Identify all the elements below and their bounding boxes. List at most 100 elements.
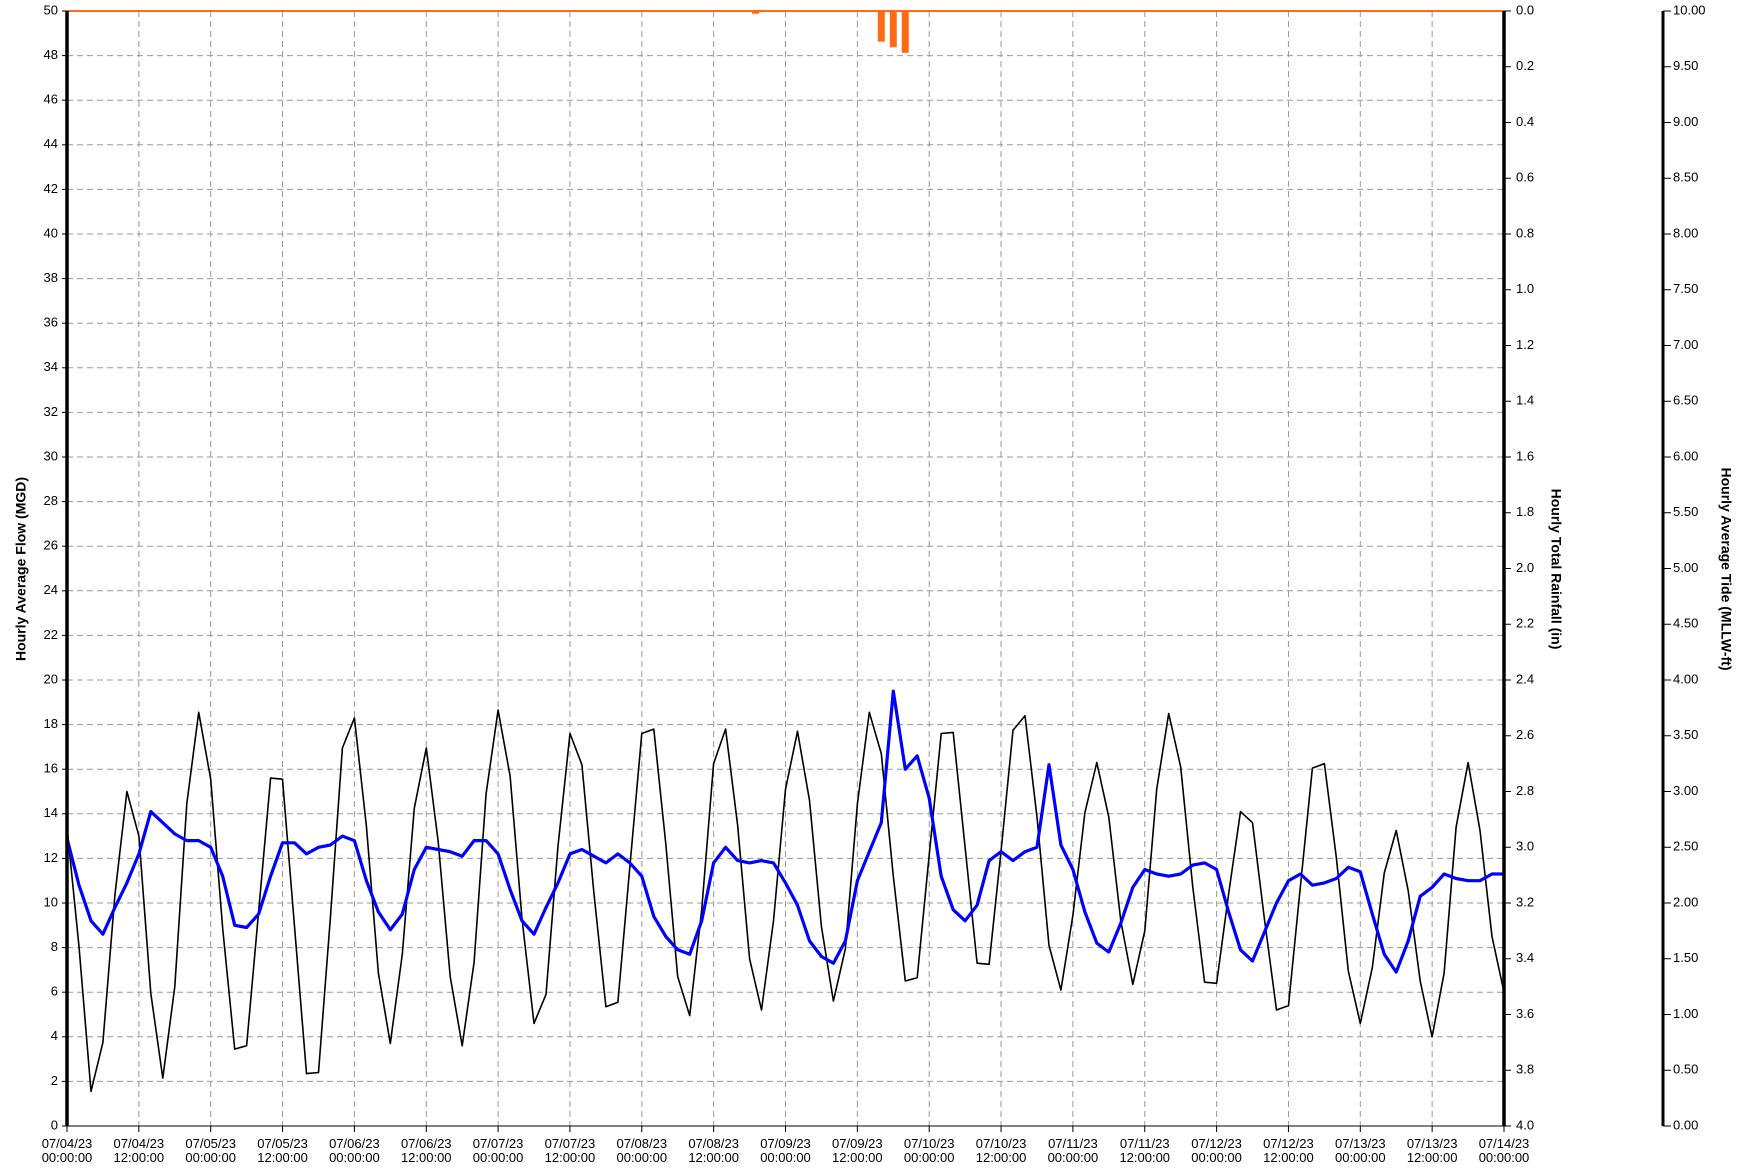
y2-tick-label: 0.4	[1516, 114, 1534, 129]
y-tick-label: 22	[44, 627, 58, 642]
x-tick-label: 07/13/23 12:00:00	[1406, 1136, 1458, 1165]
x-tick-label: 07/10/23 12:00:00	[975, 1136, 1027, 1165]
y-tick-label: 40	[44, 225, 58, 240]
y3-tick-label: 10.00	[1673, 2, 1706, 17]
y3-tick-label: 7.00	[1673, 337, 1698, 352]
y-tick-label: 34	[44, 359, 58, 374]
y3-tick-label: 0.50	[1673, 1062, 1698, 1077]
y-tick-label: 18	[44, 716, 58, 731]
y2-tick-label: 3.0	[1516, 839, 1534, 854]
x-tick-label: 07/11/23 00:00:00	[1047, 1136, 1099, 1165]
y2-tick-label: 1.4	[1516, 393, 1534, 408]
y-tick-label: 48	[44, 47, 58, 62]
y-tick-label: 4	[51, 1028, 58, 1043]
x-tick-label: 07/07/23 12:00:00	[544, 1136, 596, 1165]
x-tick-label: 07/12/23 00:00:00	[1191, 1136, 1242, 1165]
y-tick-label: 12	[44, 850, 58, 865]
x-tick-label: 07/06/23 00:00:00	[329, 1136, 380, 1165]
y2-tick-label: 0.6	[1516, 170, 1534, 185]
y-tick-label: 30	[44, 448, 58, 463]
y3-tick-label: 9.50	[1673, 58, 1698, 73]
x-tick-label: 07/10/23 00:00:00	[903, 1136, 955, 1165]
y2-tick-label: 1.2	[1516, 337, 1534, 352]
y-tick-label: 38	[44, 270, 58, 285]
y2-tick-label: 2.8	[1516, 783, 1534, 798]
y3-tick-label: 4.00	[1673, 671, 1698, 686]
bar	[901, 11, 909, 53]
x-tick-label: 07/05/23 12:00:00	[257, 1136, 308, 1165]
y2-tick-label: 0.2	[1516, 58, 1534, 73]
y3-tick-label: 2.50	[1673, 839, 1698, 854]
y-tick-label: 8	[51, 939, 58, 954]
y3-tick-label: 6.00	[1673, 448, 1698, 463]
y3-tick-label: 4.50	[1673, 616, 1698, 631]
y-tick-label: 6	[51, 984, 58, 999]
x-tick-label: 07/09/23 00:00:00	[760, 1136, 811, 1165]
x-tick-label: 07/13/23 00:00:00	[1334, 1136, 1386, 1165]
y2-tick-label: 3.8	[1516, 1062, 1534, 1077]
y2-axis-title: Hourly Total Rainfall (in)	[1548, 489, 1564, 650]
y3-tick-label: 8.50	[1673, 170, 1698, 185]
y2-tick-label: 1.0	[1516, 281, 1534, 296]
y-tick-label: 24	[44, 582, 58, 597]
x-tick-label: 07/06/23 12:00:00	[400, 1136, 452, 1165]
y3-tick-label: 1.00	[1673, 1006, 1698, 1021]
y2-tick-label: 3.4	[1516, 950, 1534, 965]
y2-tick-label: 4.0	[1516, 1117, 1534, 1132]
x-tick-label: 07/12/23 12:00:00	[1263, 1136, 1314, 1165]
x-tick-label: 07/07/23 00:00:00	[472, 1136, 524, 1165]
data-line	[66, 709, 1505, 1093]
x-tick-label: 07/14/23 00:00:00	[1478, 1136, 1530, 1165]
y3-tick-label: 5.00	[1673, 560, 1698, 575]
y-tick-label: 2	[51, 1073, 58, 1088]
x-tick-label: 07/11/23 12:00:00	[1119, 1136, 1171, 1165]
y3-tick-label: 3.50	[1673, 727, 1698, 742]
bar	[752, 11, 760, 14]
y-tick-label: 20	[44, 671, 58, 686]
y-tick-label: 16	[44, 761, 58, 776]
bar	[889, 11, 897, 48]
x-tick-label: 07/04/23 00:00:00	[41, 1136, 93, 1165]
y-tick-label: 42	[44, 181, 58, 196]
x-tick-label: 07/09/23 12:00:00	[832, 1136, 883, 1165]
x-tick-label: 07/04/23 12:00:00	[113, 1136, 165, 1165]
data-line	[65, 689, 1504, 974]
y3-tick-label: 0.00	[1673, 1117, 1698, 1132]
y-tick-label: 10	[44, 894, 58, 909]
y2-tick-label: 1.6	[1516, 448, 1534, 463]
y3-axis-title: Hourly Average Tide (MLLW-ft)	[1718, 468, 1734, 671]
y3-tick-label: 7.50	[1673, 281, 1698, 296]
y-tick-label: 44	[44, 136, 58, 151]
y2-tick-label: 2.6	[1516, 727, 1534, 742]
y2-tick-label: 1.8	[1516, 504, 1534, 519]
y2-tick-label: 3.2	[1516, 894, 1534, 909]
y-tick-label: 36	[44, 315, 58, 330]
y2-tick-label: 0.8	[1516, 225, 1534, 240]
y-tick-label: 46	[44, 92, 58, 107]
y-tick-label: 50	[44, 2, 58, 17]
y3-tick-label: 2.00	[1673, 894, 1698, 909]
y3-tick-label: 3.00	[1673, 783, 1698, 798]
y-tick-label: 14	[44, 805, 58, 820]
y3-tick-label: 9.00	[1673, 114, 1698, 129]
y3-tick-label: 6.50	[1673, 393, 1698, 408]
y2-tick-label: 2.2	[1516, 616, 1534, 631]
y3-tick-label: 5.50	[1673, 504, 1698, 519]
y-tick-label: 32	[44, 404, 58, 419]
y3-tick-label: 8.00	[1673, 225, 1698, 240]
y-tick-label: 26	[44, 538, 58, 553]
y-tick-label: 28	[44, 493, 58, 508]
y3-tick-label: 1.50	[1673, 950, 1698, 965]
y2-tick-label: 3.6	[1516, 1006, 1534, 1021]
x-tick-label: 07/08/23 12:00:00	[688, 1136, 739, 1165]
x-tick-label: 07/05/23 00:00:00	[185, 1136, 236, 1165]
y2-tick-label: 0.0	[1516, 2, 1534, 17]
x-tick-label: 07/08/23 00:00:00	[616, 1136, 668, 1165]
y-tick-label: 0	[51, 1117, 58, 1132]
y2-tick-label: 2.0	[1516, 560, 1534, 575]
y-axis-title: Hourly Average Flow (MGD)	[13, 477, 29, 661]
bar	[877, 11, 885, 42]
y2-tick-label: 2.4	[1516, 671, 1534, 686]
